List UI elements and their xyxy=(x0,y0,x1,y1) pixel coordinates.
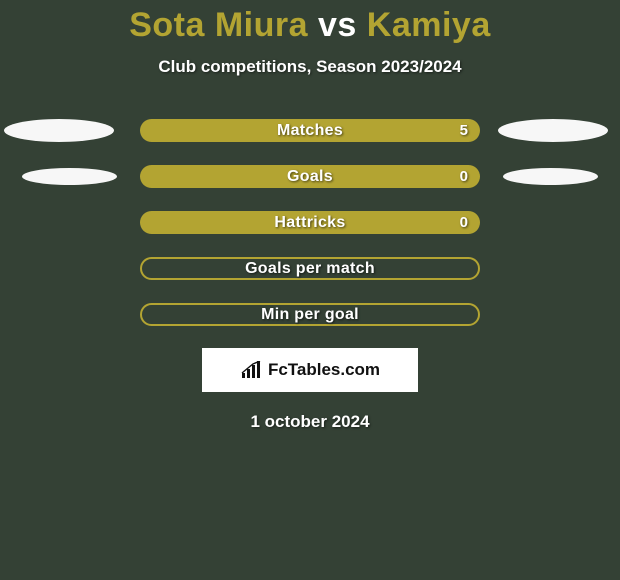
stat-value: 0 xyxy=(460,214,468,231)
stat-label: Min per goal xyxy=(261,306,359,324)
logo-text: FcTables.com xyxy=(268,360,380,380)
stat-bar: Goals per match xyxy=(140,257,480,280)
logo-box: FcTables.com xyxy=(202,348,418,392)
page-title: Sota Miura vs Kamiya xyxy=(0,0,620,45)
subtitle: Club competitions, Season 2023/2024 xyxy=(0,57,620,77)
stat-row: Hattricks 0 xyxy=(0,211,620,234)
player1-ellipse xyxy=(22,168,117,185)
date-label: 1 october 2024 xyxy=(0,412,620,432)
stat-label: Goals per match xyxy=(245,260,375,278)
stat-label: Hattricks xyxy=(274,214,345,232)
stat-bar: Matches 5 xyxy=(140,119,480,142)
stat-bar: Min per goal xyxy=(140,303,480,326)
stat-value: 0 xyxy=(460,168,468,185)
player1-ellipse xyxy=(4,119,114,142)
stat-row: Goals 0 xyxy=(0,165,620,188)
player1-name: Sota Miura xyxy=(129,6,308,44)
player2-ellipse xyxy=(498,119,608,142)
player2-ellipse xyxy=(503,168,598,185)
bars-icon xyxy=(240,361,264,379)
stat-bar: Goals 0 xyxy=(140,165,480,188)
stat-bar: Hattricks 0 xyxy=(140,211,480,234)
vs-separator: vs xyxy=(318,6,357,44)
stat-label: Matches xyxy=(277,122,343,140)
stat-row: Matches 5 xyxy=(0,119,620,142)
player2-name: Kamiya xyxy=(367,6,491,44)
stat-row: Goals per match xyxy=(0,257,620,280)
stat-value: 5 xyxy=(460,122,468,139)
stat-label: Goals xyxy=(287,168,333,186)
stat-row: Min per goal xyxy=(0,303,620,326)
stat-rows: Matches 5 Goals 0 Hattricks 0 Goals per match M… xyxy=(0,119,620,326)
